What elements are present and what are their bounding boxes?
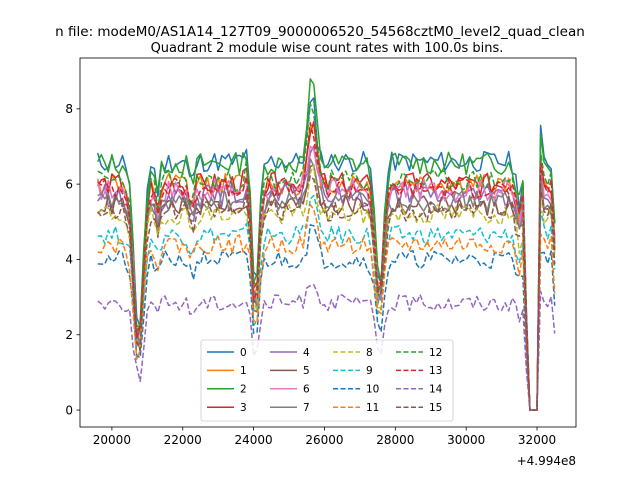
legend-label-1: 1 bbox=[240, 365, 247, 377]
y-tick-label: 2 bbox=[65, 328, 73, 342]
legend-label-2: 2 bbox=[240, 384, 247, 396]
x-offset-text: +4.994e8 bbox=[517, 454, 576, 468]
series-line-2 bbox=[97, 78, 556, 411]
series-line-13 bbox=[97, 122, 556, 411]
y-tick-label: 4 bbox=[65, 253, 73, 267]
legend-label-11: 11 bbox=[366, 402, 379, 414]
x-tick-label: 30000 bbox=[447, 433, 485, 447]
y-tick-label: 6 bbox=[65, 177, 73, 191]
legend-label-13: 13 bbox=[429, 365, 442, 377]
series-line-12 bbox=[97, 102, 556, 411]
chart-suptitle: n file: modeM0/AS1A14_127T09_9000006520_… bbox=[55, 24, 585, 40]
legend-label-5: 5 bbox=[303, 365, 310, 377]
legend-label-4: 4 bbox=[303, 347, 310, 359]
y-tick-label: 8 bbox=[65, 102, 73, 116]
legend-label-7: 7 bbox=[303, 402, 310, 414]
legend-label-9: 9 bbox=[366, 365, 373, 377]
series-line-10 bbox=[97, 224, 556, 411]
legend-label-14: 14 bbox=[429, 384, 443, 396]
legend-label-12: 12 bbox=[429, 347, 442, 359]
legend-label-6: 6 bbox=[303, 384, 310, 396]
series-line-15 bbox=[97, 175, 556, 411]
y-axis-ticks: 0 2 4 6 8 bbox=[65, 102, 80, 417]
legend-label-3: 3 bbox=[240, 402, 247, 414]
series-line-9 bbox=[97, 194, 556, 411]
y-tick-label: 0 bbox=[65, 403, 73, 417]
series-line-11 bbox=[97, 203, 556, 411]
x-tick-label: 20000 bbox=[93, 433, 131, 447]
legend-label-15: 15 bbox=[429, 402, 442, 414]
plot-frame bbox=[79, 57, 577, 428]
series-line-8 bbox=[97, 163, 556, 411]
x-tick-label: 28000 bbox=[376, 433, 414, 447]
legend-label-8: 8 bbox=[366, 347, 373, 359]
plot-area bbox=[79, 57, 577, 428]
x-axis-ticks: 20000 22000 24000 26000 28000 30000 32000 bbox=[93, 427, 556, 447]
series-line-14 bbox=[97, 283, 556, 411]
x-tick-label: 26000 bbox=[305, 433, 343, 447]
legend-box bbox=[200, 339, 454, 422]
legend-label-0: 0 bbox=[240, 347, 247, 359]
x-tick-label: 24000 bbox=[235, 433, 273, 447]
x-tick-label: 32000 bbox=[518, 433, 556, 447]
chart-title: Quadrant 2 module wise count rates with … bbox=[151, 41, 504, 56]
x-tick-label: 22000 bbox=[164, 433, 202, 447]
legend-label-10: 10 bbox=[366, 384, 379, 396]
